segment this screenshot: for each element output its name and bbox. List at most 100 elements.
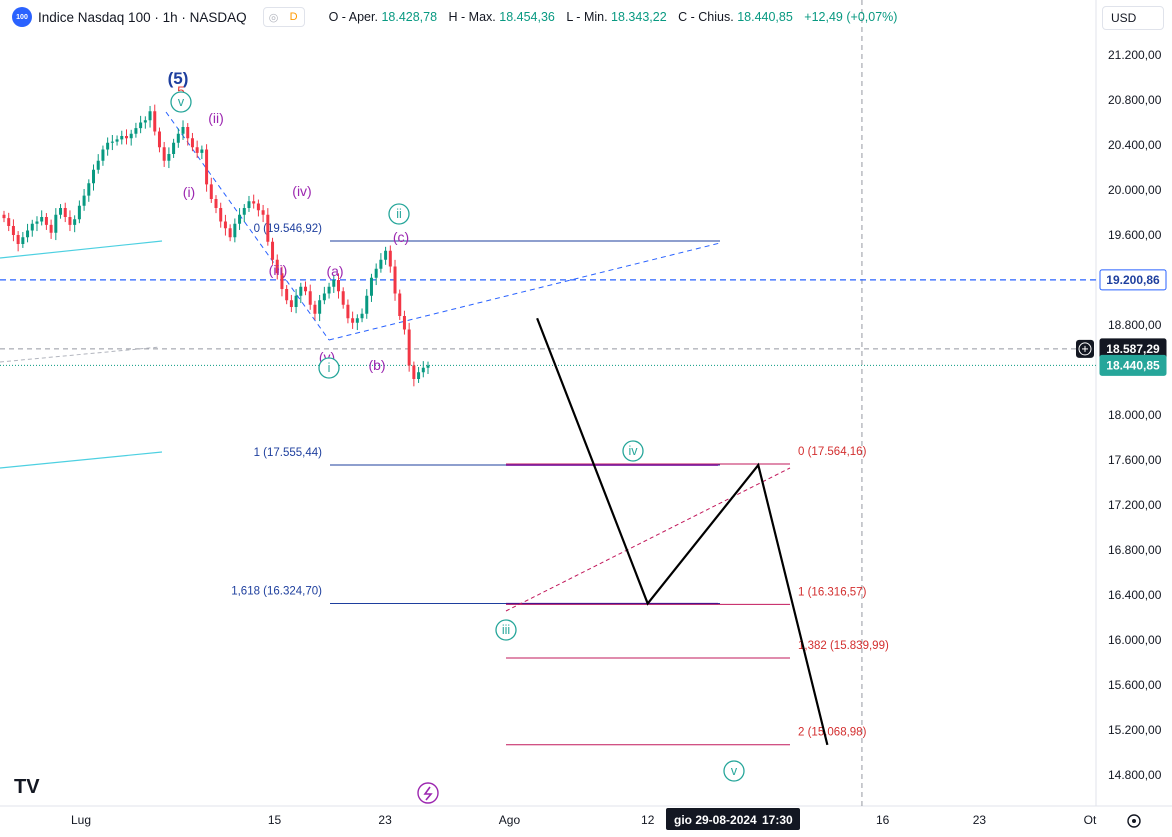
candle-body [412, 365, 416, 379]
fib-extension-diagonal [505, 467, 791, 612]
candle-body [96, 160, 100, 170]
candle-body [87, 183, 91, 196]
data-source-badge[interactable]: D [289, 11, 298, 23]
candle-body [148, 111, 152, 121]
candle-body [252, 201, 256, 204]
y-tick-label: 16.400,00 [1108, 588, 1162, 602]
fib-level-label: 1,618 (16.324,70) [231, 585, 322, 597]
candle-body [313, 304, 317, 314]
symbol-title[interactable]: Indice Nasdaq 100 · 1h · NASDAQ [38, 9, 247, 25]
candle-body [157, 131, 161, 148]
fib-level-label: 1,382 (15.839,99) [798, 640, 889, 652]
tradingview-logo: TV [14, 776, 40, 798]
candle-body [280, 273, 284, 289]
candle-body [101, 149, 105, 161]
wave-label: (a) [326, 263, 343, 279]
candle-body [82, 195, 86, 206]
event-marker[interactable] [417, 782, 439, 804]
candle-body [162, 147, 166, 161]
plus-icon [1078, 342, 1092, 356]
x-tick-label: Ot [1084, 813, 1097, 827]
candle-body [219, 208, 223, 222]
price-axis[interactable] [1096, 0, 1172, 837]
candle-body [393, 266, 397, 294]
candle-body [242, 208, 246, 215]
wave-diagonal [328, 242, 721, 341]
price-tag-label: 19.200,86 [1106, 273, 1160, 287]
candle-body [322, 293, 326, 301]
candle-body [110, 141, 114, 143]
candle-body [124, 136, 128, 139]
candle-body [209, 184, 213, 199]
candle-body [16, 235, 20, 244]
y-tick-label: 18.800,00 [1108, 318, 1162, 332]
candle-body [26, 230, 30, 238]
candle-body [92, 169, 96, 184]
candle-body [176, 133, 180, 143]
crosshair-date-tag [666, 808, 800, 830]
x-tick-label: 12 [641, 813, 655, 827]
wave-label: (iv) [292, 183, 311, 199]
candle-body [360, 313, 364, 319]
indicator-toggle[interactable]: ◎ D [262, 7, 305, 27]
eye-icon[interactable]: ◎ [268, 11, 279, 24]
y-tick-label: 19.600,00 [1108, 228, 1162, 242]
gear-icon[interactable] [1127, 814, 1141, 828]
wave-label-circle [495, 619, 517, 641]
y-tick-label: 20.000,00 [1108, 183, 1162, 197]
candle-body [238, 214, 242, 224]
candle-body [30, 223, 34, 231]
candle-body [190, 138, 194, 148]
candle-body [134, 128, 138, 134]
currency-label: USD [1111, 11, 1137, 25]
candle-body [35, 221, 39, 224]
candle-body [129, 133, 133, 139]
currency-select[interactable]: USD [1102, 6, 1164, 30]
wave-label: (iii) [269, 262, 288, 278]
candle-body [388, 250, 392, 267]
crosshair-date-label: gio 29-08-2024 [674, 813, 757, 827]
candle-body [374, 268, 378, 278]
candle-body [205, 149, 209, 185]
candle-body [398, 293, 402, 316]
projection-path [536, 317, 829, 746]
gear-icon [1132, 819, 1136, 823]
candle-body [115, 139, 119, 142]
candle-body [365, 295, 369, 314]
candle-body [261, 210, 265, 215]
candle-body [417, 372, 421, 379]
candle-body [40, 217, 44, 222]
price-tag [1099, 269, 1167, 291]
candle-body [2, 214, 6, 219]
candle-body [355, 318, 359, 323]
candle-body [153, 111, 157, 132]
y-tick-label: 16.800,00 [1108, 543, 1162, 557]
candle-body [341, 291, 345, 305]
candle-body [63, 208, 67, 217]
candle-body [195, 147, 199, 153]
x-tick-label: Ago [499, 813, 521, 827]
candle-body [120, 136, 124, 140]
wave-label: iii [502, 623, 510, 637]
candle-body [49, 224, 53, 233]
candle-body [289, 300, 293, 307]
candle-body [426, 365, 430, 368]
candle-body [275, 259, 279, 274]
wave-label: iv [628, 444, 638, 458]
fib-level-label: 1 (17.555,44) [254, 447, 323, 459]
candle-body [285, 289, 289, 301]
candle-body [143, 120, 147, 123]
y-tick-label: 20.800,00 [1108, 93, 1162, 107]
candle-body [299, 286, 303, 296]
candle-body [73, 219, 77, 225]
close-value: 18.440,85 [737, 10, 793, 24]
wave-label: v [731, 764, 738, 778]
x-tick-label: 16 [876, 813, 890, 827]
candle-body [167, 154, 171, 161]
candle-body [332, 280, 336, 287]
y-tick-label: 18.000,00 [1108, 408, 1162, 422]
candle-body [294, 295, 298, 307]
wave-label: (ii) [208, 110, 224, 126]
candle-body [172, 142, 176, 154]
